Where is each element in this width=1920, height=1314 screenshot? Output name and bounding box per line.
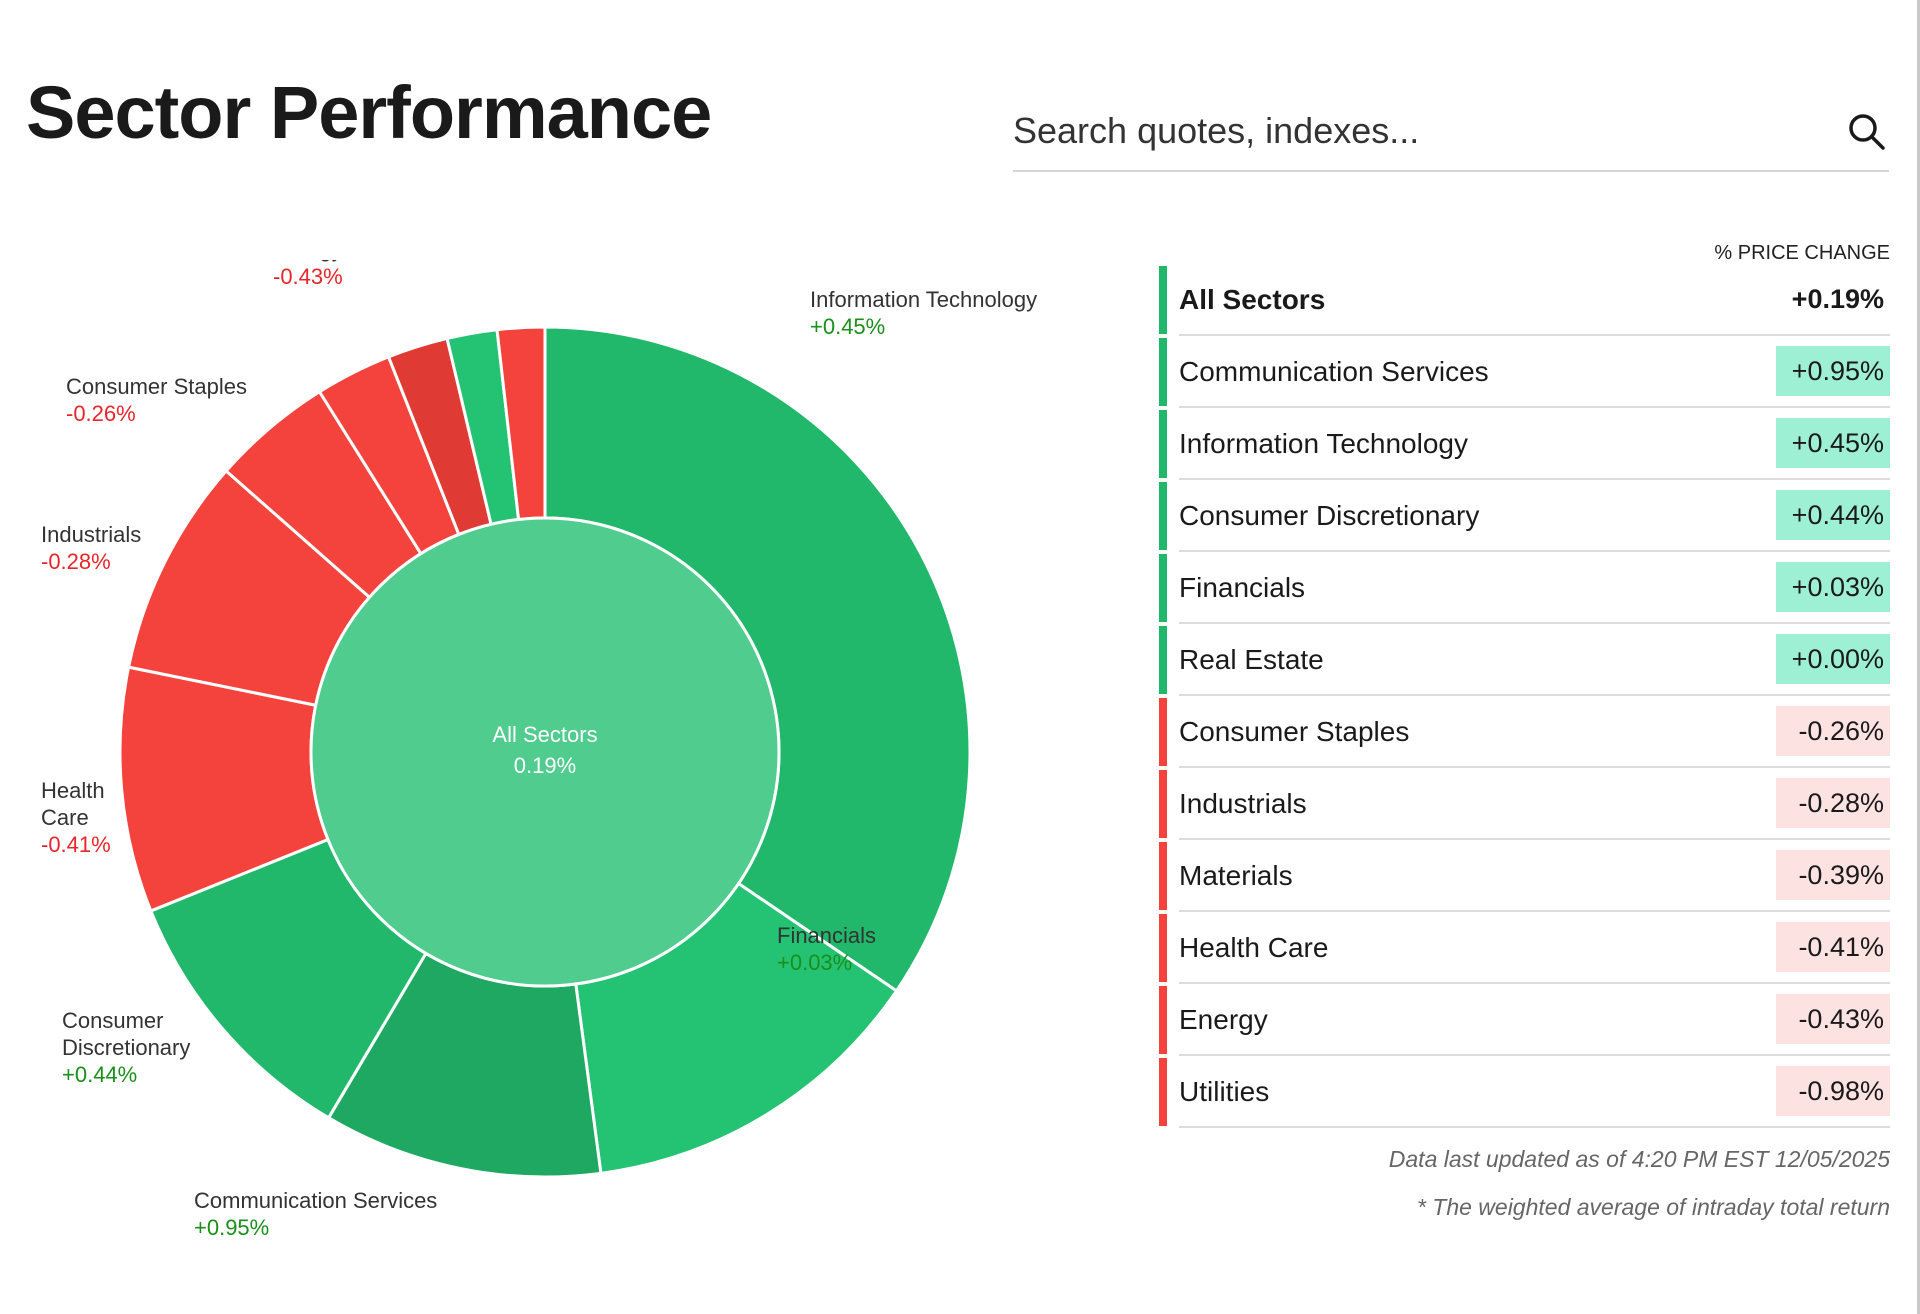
- row-divider: [1179, 1054, 1890, 1056]
- row-divider: [1179, 478, 1890, 480]
- row-price-change-badge: +0.00%: [1776, 634, 1890, 684]
- slice-change-consumer-discretionary: +0.44%: [62, 1062, 137, 1087]
- row-sector-name: Utilities: [1179, 1076, 1270, 1107]
- sector-rows: All Sectors +0.19% Communication Services +…: [1159, 264, 1890, 1128]
- row-price-change-badge: -0.26%: [1776, 706, 1890, 756]
- page-title: Sector Performance: [26, 71, 712, 154]
- slice-change-financials: +0.03%: [777, 950, 852, 975]
- slice-change-health-care: -0.41%: [41, 832, 111, 857]
- center-label: All Sectors: [492, 722, 597, 747]
- table-row-financials[interactable]: Financials +0.03%: [1159, 552, 1890, 624]
- center-value: 0.19%: [514, 753, 576, 778]
- row-price-change-badge: +0.19%: [1791, 284, 1884, 314]
- slice-change-energy: -0.43%: [273, 264, 343, 289]
- row-direction-bar: [1159, 914, 1167, 982]
- search-bar: [1013, 100, 1889, 172]
- row-sector-name: Health Care: [1179, 932, 1329, 963]
- row-divider: [1179, 982, 1890, 984]
- table-row-industrials[interactable]: Industrials -0.28%: [1159, 768, 1890, 840]
- row-divider: [1179, 766, 1890, 768]
- slice-label-health-care: Health: [41, 778, 105, 803]
- search-input[interactable]: [1013, 106, 1793, 156]
- slice-change-communication-services: +0.95%: [194, 1215, 269, 1240]
- row-direction-bar: [1159, 482, 1167, 550]
- row-sector-name: Real Estate: [1179, 644, 1324, 675]
- slice-label-financials: Financials: [777, 923, 876, 948]
- row-sector-name: Energy: [1179, 1004, 1268, 1035]
- table-row-all-sectors[interactable]: All Sectors +0.19%: [1159, 264, 1890, 336]
- row-direction-bar: [1159, 266, 1167, 334]
- table-row-materials[interactable]: Materials -0.39%: [1159, 840, 1890, 912]
- row-divider: [1179, 910, 1890, 912]
- row-direction-bar: [1159, 698, 1167, 766]
- row-direction-bar: [1159, 842, 1167, 910]
- row-price-change-badge: -0.28%: [1776, 778, 1890, 828]
- row-sector-name: Industrials: [1179, 788, 1307, 819]
- table-row-consumer-discretionary[interactable]: Consumer Discretionary +0.44%: [1159, 480, 1890, 552]
- table-row-health-care[interactable]: Health Care -0.41%: [1159, 912, 1890, 984]
- table-row-consumer-staples[interactable]: Consumer Staples -0.26%: [1159, 696, 1890, 768]
- slice-change-industrials: -0.28%: [41, 549, 111, 574]
- table-row-energy[interactable]: Energy -0.43%: [1159, 984, 1890, 1056]
- row-sector-name: All Sectors: [1179, 284, 1326, 315]
- row-direction-bar: [1159, 410, 1167, 478]
- row-divider: [1179, 838, 1890, 840]
- slice-change-consumer-staples: -0.26%: [66, 401, 136, 426]
- sector-donut-chart: All Sectors 0.19% Information Technology +0…: [0, 260, 1110, 1290]
- row-price-change-badge: +0.95%: [1776, 346, 1890, 396]
- slice-change-information-technology: +0.45%: [810, 314, 885, 339]
- table-row-information-technology[interactable]: Information Technology +0.45%: [1159, 408, 1890, 480]
- table-row-communication-services[interactable]: Communication Services +0.95%: [1159, 336, 1890, 408]
- row-divider: [1179, 622, 1890, 624]
- slice-label-information-technology: Information Technology: [810, 287, 1037, 312]
- row-divider: [1179, 694, 1890, 696]
- row-price-change-badge: -0.98%: [1776, 1066, 1890, 1116]
- row-price-change-badge: -0.41%: [1776, 922, 1890, 972]
- row-direction-bar: [1159, 770, 1167, 838]
- row-price-change-badge: -0.39%: [1776, 850, 1890, 900]
- slice-label-health-care: Care: [41, 805, 89, 830]
- row-divider: [1179, 334, 1890, 336]
- row-sector-name: Financials: [1179, 572, 1306, 603]
- row-price-change-badge: +0.03%: [1776, 562, 1890, 612]
- table-row-real-estate[interactable]: Real Estate +0.00%: [1159, 624, 1890, 696]
- row-price-change-badge: +0.45%: [1776, 418, 1890, 468]
- row-direction-bar: [1159, 338, 1167, 406]
- row-direction-bar: [1159, 626, 1167, 694]
- row-sector-name: Materials: [1179, 860, 1293, 891]
- center-all-sectors[interactable]: [309, 516, 781, 988]
- methodology-note: * The weighted average of intraday total…: [1416, 1194, 1890, 1220]
- column-header-price-change: % PRICE CHANGE: [1714, 242, 1890, 264]
- row-price-change-badge: +0.44%: [1776, 490, 1890, 540]
- slice-label-consumer-discretionary: Consumer: [62, 1008, 163, 1033]
- scrollbar-edge[interactable]: [1917, 0, 1920, 1314]
- row-divider: [1179, 406, 1890, 408]
- table-row-utilities[interactable]: Utilities -0.98%: [1159, 1056, 1890, 1128]
- row-direction-bar: [1159, 1058, 1167, 1126]
- row-direction-bar: [1159, 554, 1167, 622]
- slice-label-energy: Energy: [273, 260, 343, 262]
- slice-label-consumer-staples: Consumer Staples: [66, 374, 247, 399]
- slice-label-consumer-discretionary: Discretionary: [62, 1035, 190, 1060]
- row-price-change-badge: -0.43%: [1776, 994, 1890, 1044]
- slice-label-industrials: Industrials: [41, 522, 141, 547]
- last-updated-note: Data last updated as of 4:20 PM EST 12/0…: [1388, 1146, 1890, 1172]
- row-direction-bar: [1159, 986, 1167, 1054]
- row-sector-name: Information Technology: [1179, 428, 1468, 459]
- row-divider: [1179, 1126, 1890, 1128]
- search-icon[interactable]: [1845, 110, 1889, 154]
- row-sector-name: Communication Services: [1179, 356, 1489, 387]
- row-sector-name: Consumer Discretionary: [1179, 500, 1480, 531]
- slice-label-communication-services: Communication Services: [194, 1188, 437, 1213]
- row-divider: [1179, 550, 1890, 552]
- row-sector-name: Consumer Staples: [1179, 716, 1410, 747]
